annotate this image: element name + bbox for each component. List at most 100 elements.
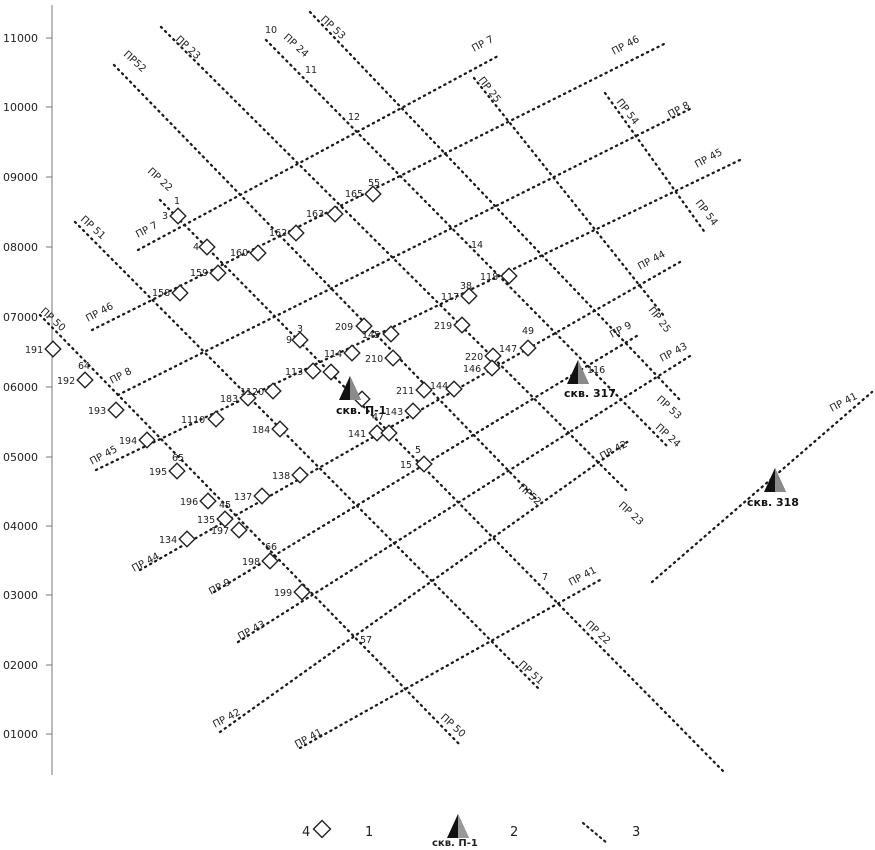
diamond-icon	[253, 487, 271, 505]
diamond-icon	[178, 530, 196, 548]
station-number: 66	[265, 542, 277, 553]
diamond-icon	[171, 284, 189, 302]
sample-point: 118	[480, 267, 518, 285]
diamond-icon	[460, 287, 478, 305]
profile-label: ПР 53	[318, 14, 347, 42]
diamond-icon	[291, 466, 309, 484]
diamond-icon	[384, 349, 402, 367]
diamond-icon	[198, 238, 216, 256]
diamond-icon	[291, 331, 309, 349]
diamond-icon	[326, 205, 344, 223]
diamond-icon	[484, 347, 502, 365]
diamond-icon	[271, 420, 289, 438]
sample-point: 114	[324, 344, 361, 362]
profile-line	[112, 63, 539, 502]
sample-point-label: 195	[149, 467, 167, 478]
sample-point-label: 192	[57, 376, 75, 387]
well-icon-shade	[578, 360, 589, 384]
diamond-icon	[483, 359, 501, 377]
sample-point-label: 135	[197, 515, 215, 526]
sample-point-label: 143	[385, 407, 403, 418]
sample-point: 184	[252, 420, 289, 438]
diamond-icon	[404, 402, 422, 420]
profile-lines	[38, 10, 874, 774]
sample-point-label: 210	[365, 354, 383, 365]
sample-point-label: 199	[274, 588, 292, 599]
profile-line	[73, 220, 542, 692]
profile-line	[136, 54, 500, 252]
profile-line	[90, 42, 666, 332]
station-number: 49	[522, 326, 534, 337]
profile-line	[159, 25, 628, 492]
sample-point-label: 141	[348, 429, 366, 440]
diamond-icon	[261, 552, 279, 570]
station-number: 7	[542, 572, 548, 583]
sample-point: 117	[441, 287, 478, 305]
diamond-icon	[453, 316, 471, 334]
profile-label: ПР 44	[130, 551, 161, 575]
y-tick-label: 08000	[3, 241, 38, 254]
y-tick-label: 07000	[3, 311, 38, 324]
sample-point-label: 9	[286, 335, 292, 346]
sample-point: 163	[306, 205, 344, 223]
profile-label: ПР 46	[84, 301, 115, 325]
profile-line	[158, 198, 726, 774]
diamond-icon	[364, 185, 382, 203]
profile-label: ПР 51	[78, 214, 107, 242]
well-marker: скв. П-1	[336, 376, 386, 417]
sample-point: 193	[88, 401, 125, 419]
profile-label: ПР 22	[145, 166, 174, 194]
sample-point-label: 117	[441, 292, 459, 303]
sample-point: 211	[396, 381, 433, 399]
sample-point-label: 137	[234, 492, 252, 503]
sample-point-label: 4	[193, 242, 199, 253]
sample-point: 219	[434, 316, 471, 334]
diamond-icon	[199, 492, 217, 510]
sample-point-label: 1110	[181, 415, 205, 426]
sample-point-label: 163	[306, 209, 324, 220]
profile-label: ПР52	[516, 482, 543, 508]
sample-point: 196	[180, 492, 217, 510]
station-number: 5	[415, 445, 421, 456]
sample-point: 162	[269, 224, 305, 242]
sample-point-label: 1120	[240, 387, 264, 398]
legend-item1-prefix: 4	[302, 825, 310, 840]
profile-label: ПР 54	[693, 198, 720, 228]
sample-point: 195	[149, 462, 186, 480]
sample-point: 197	[211, 521, 248, 539]
sample-point-label: 184	[252, 425, 270, 436]
well-marker: скв. 318	[747, 468, 799, 509]
legend-item2-number: 2	[510, 825, 518, 840]
sample-point: 145	[362, 325, 400, 343]
sample-point	[322, 363, 340, 381]
diamond-icon	[107, 401, 125, 419]
sample-point: 198	[242, 552, 279, 570]
profile-label: ПР 8	[108, 366, 134, 387]
y-tick-label: 04000	[3, 520, 38, 533]
station-number: 14	[471, 240, 483, 251]
sample-point-label: 165	[345, 189, 363, 200]
sample-point: 194	[119, 431, 156, 449]
sample-point-label: 118	[480, 272, 498, 283]
well-icon-shade	[350, 376, 361, 400]
sample-point: 1120	[240, 382, 282, 400]
sample-point-label: 198	[242, 557, 260, 568]
sample-point-label: 113	[285, 367, 303, 378]
sample-point-label: 158	[152, 288, 170, 299]
profile-line	[603, 91, 708, 236]
sample-point: 137	[234, 487, 271, 505]
sample-point: 134	[159, 530, 196, 548]
sample-point-label: 134	[159, 535, 177, 546]
sample-point: 183	[220, 389, 257, 407]
station-number: 144	[430, 381, 448, 392]
station-number: 10	[265, 25, 277, 36]
y-axis-ticks: 11000 10000 09000 08000 07000 06000 05000 04000…	[3, 32, 52, 741]
sample-point-label: 220	[465, 352, 483, 363]
y-tick-label: 05000	[3, 451, 38, 464]
diamond-icon	[445, 380, 463, 398]
sample-points: 3416016216316515915819119219319419519619…	[25, 185, 537, 601]
profile-label: ПР 24	[281, 32, 310, 60]
diamond-icon	[368, 424, 386, 442]
y-tick-label: 06000	[3, 381, 38, 394]
station-number: 45	[219, 500, 231, 511]
